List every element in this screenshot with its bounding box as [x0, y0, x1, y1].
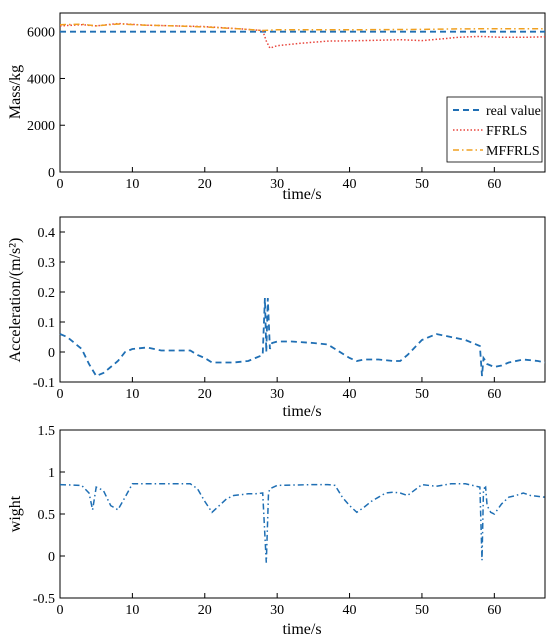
acceleration-series-line-series-0: [59, 297, 546, 378]
mass-x-tick-label-5: 50: [415, 177, 429, 192]
weight-y-tick-label-4: 1.5: [38, 424, 56, 439]
acceleration-x-tick-label-1: 10: [125, 387, 139, 402]
acceleration-ticks: 0 10 20 30 40 50 60-0.100.10.20.30.4: [33, 226, 502, 402]
acceleration-y-tick-label-0: -0.1: [33, 376, 55, 391]
acceleration-series-group: [59, 297, 546, 378]
acceleration-y-axis-title: Acceleration/(m/s²): [7, 238, 24, 363]
weight-x-axis-title: time/s: [282, 621, 321, 638]
weight-x-tick-label-5: 50: [415, 603, 429, 618]
acceleration-x-tick-label-4: 40: [343, 387, 357, 402]
mass-series-line-ffrls: [59, 22, 546, 50]
acceleration-y-tick-label-2: 0.1: [38, 316, 56, 331]
mass-x-tick-label-6: 60: [487, 177, 501, 192]
mass-series-line-mffrls: [59, 23, 545, 32]
legend: real value FFRLS MFFRLS: [446, 96, 543, 163]
weight-ticks: 0 10 20 30 40 50 60-0.500.511.5: [33, 424, 502, 618]
mass-x-axis-title: time/s: [282, 186, 321, 203]
acceleration-x-tick-label-3: 30: [270, 387, 284, 402]
acceleration-chart-panel: 0 10 20 30 40 50 60-0.100.10.20.30.4 Accelerat…: [7, 216, 546, 420]
mass-y-tick-label-0: 0: [48, 166, 55, 181]
weight-chart-panel: 0 10 20 30 40 50 60-0.500.511.5 wight time/s: [7, 424, 546, 638]
acceleration-x-tick-label-2: 20: [198, 387, 212, 402]
acceleration-x-tick-label-5: 50: [415, 387, 429, 402]
mass-y-tick-label-2: 4000: [27, 72, 55, 87]
weight-x-tick-label-3: 30: [270, 603, 284, 618]
weight-y-tick-label-0: -0.5: [33, 592, 55, 607]
weight-series-line-series-0: [59, 483, 546, 563]
mass-x-tick-label-4: 40: [343, 177, 357, 192]
acceleration-x-axis-title: time/s: [282, 403, 321, 420]
mass-x-tick-label-2: 20: [198, 177, 212, 192]
weight-plot-frame: [59, 429, 546, 599]
mass-plot-frame: [59, 12, 546, 173]
mass-x-tick-label-3: 30: [270, 177, 284, 192]
weight-x-tick-label-0: 0: [57, 603, 64, 618]
weight-y-tick-label-1: 0: [48, 550, 55, 565]
weight-x-tick-label-4: 40: [343, 603, 357, 618]
mass-x-tick-label-1: 10: [125, 177, 139, 192]
acceleration-y-tick-label-3: 0.2: [38, 286, 56, 301]
mass-series-group: [59, 22, 546, 50]
legend-label-mffrls: MFFRLS: [486, 144, 540, 159]
mass-x-tick-label-0: 0: [57, 177, 64, 192]
weight-y-axis-title: wight: [7, 495, 24, 532]
legend-label-ffrls: FFRLS: [486, 124, 527, 139]
legend-box: [446, 96, 543, 163]
mass-y-axis-title: Mass/kg: [7, 65, 24, 119]
mass-chart-panel: 0 10 20 30 40 50 60 0 2000 4000 6000 Mass/kg time/…: [7, 12, 546, 203]
weight-y-tick-label-3: 1: [48, 466, 55, 481]
acceleration-x-tick-label-0: 0: [57, 387, 64, 402]
acceleration-x-tick-label-6: 60: [487, 387, 501, 402]
weight-x-tick-label-2: 20: [198, 603, 212, 618]
acceleration-plot-frame: [59, 216, 546, 383]
weight-x-tick-label-6: 60: [487, 603, 501, 618]
acceleration-y-tick-label-1: 0: [48, 346, 55, 361]
weight-series-group: [59, 483, 546, 563]
weight-x-tick-label-1: 10: [125, 603, 139, 618]
acceleration-y-tick-label-5: 0.4: [38, 226, 56, 241]
mass-y-tick-label-3: 6000: [27, 26, 55, 41]
legend-label-real-value: real value: [486, 104, 541, 119]
weight-y-tick-label-2: 0.5: [38, 508, 56, 523]
mass-y-tick-label-1: 2000: [27, 119, 55, 134]
acceleration-y-tick-label-4: 0.3: [38, 256, 56, 271]
mass-ticks: 0 10 20 30 40 50 60 0 2000 4000 6000: [27, 26, 501, 192]
